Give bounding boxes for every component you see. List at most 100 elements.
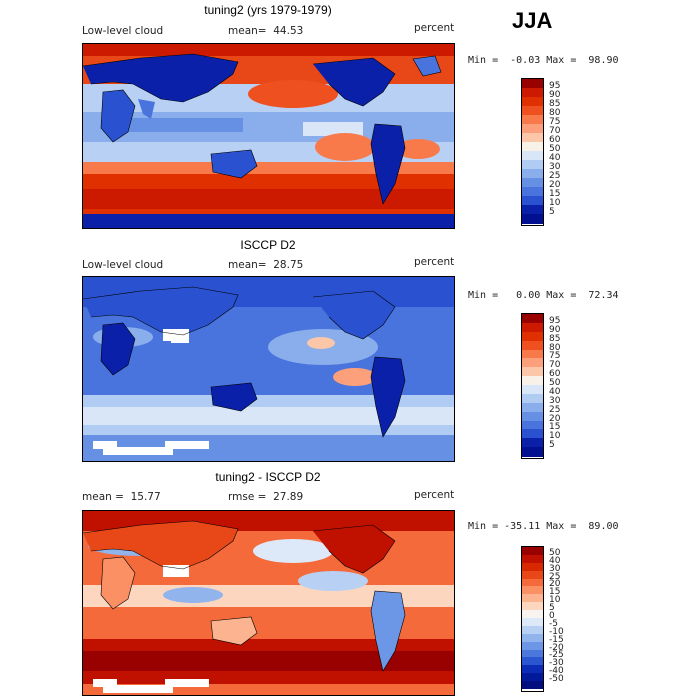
- colorbar-tick-label: 40: [549, 153, 561, 163]
- colorbar-swatch: [522, 618, 543, 627]
- colorbar-tick-label: 90: [549, 90, 561, 100]
- panel3-units-label: percent: [414, 489, 455, 501]
- colorbar-tick-label: 15: [549, 422, 561, 433]
- colorbar-tick-label: 25: [549, 571, 561, 582]
- colorbar-swatch: [522, 322, 543, 333]
- colorbar-swatch: [522, 562, 543, 572]
- colorbar-swatch: [522, 97, 543, 107]
- colorbar-swatch: [522, 115, 543, 125]
- panel3-map: [82, 510, 455, 696]
- colorbar-swatch: [522, 402, 543, 413]
- colorbar-tick-label: 5: [549, 207, 555, 217]
- colorbar-swatch: [522, 79, 543, 89]
- colorbar-swatch: [522, 547, 543, 556]
- colorbar-swatch: [522, 178, 543, 188]
- panel3-minmax-label: Min = -35.11 Max = 89.00: [468, 521, 619, 532]
- colorbar-tick-label: 85: [549, 99, 561, 109]
- colorbar-tick-label: 95: [549, 315, 561, 326]
- colorbar-swatch: [522, 438, 543, 448]
- colorbar-tick-label: -50: [549, 674, 564, 685]
- colorbar-swatch: [522, 594, 543, 603]
- colorbar-tick-label: 80: [549, 342, 561, 353]
- colorbar-tick-label: 25: [549, 171, 561, 181]
- colorbar-swatch: [522, 447, 543, 457]
- colorbar-tick-label: 20: [549, 413, 561, 424]
- colorbar-tick-label: 50: [549, 547, 561, 558]
- panel3-title: tuning2 - ISCCP D2: [215, 470, 321, 484]
- panel1-colorbar-ticks: 95 90 85 80 75 70 60 50 40 30 25 20 15 10 5: [549, 78, 589, 226]
- colorbar-tick-label: 15: [549, 587, 561, 598]
- colorbar-tick-label: -25: [549, 650, 564, 661]
- colorbar-swatch: [522, 358, 543, 368]
- colorbar-swatch: [522, 578, 543, 587]
- colorbar-swatch: [522, 665, 543, 674]
- panel1-map: [82, 43, 455, 229]
- colorbar-swatch: [522, 340, 543, 350]
- colorbar-swatch: [522, 133, 543, 143]
- season-label: JJA: [512, 8, 553, 33]
- colorbar-swatch: [522, 214, 543, 224]
- colorbar-tick-label: 75: [549, 117, 561, 127]
- panel1-units-label: percent: [414, 22, 455, 34]
- colorbar-swatch: [522, 681, 543, 690]
- colorbar-tick-label: 75: [549, 351, 561, 362]
- colorbar-tick-label: 5: [549, 440, 555, 451]
- colorbar-tick-label: 30: [549, 395, 561, 406]
- panel2-variable-label: Low-level cloud: [82, 259, 164, 271]
- colorbar-tick-label: 30: [549, 563, 561, 574]
- colorbar-tick-label: 30: [549, 162, 561, 172]
- colorbar-swatch: [522, 385, 543, 395]
- colorbar-tick-label: -30: [549, 658, 564, 669]
- colorbar-tick-label: 20: [549, 180, 561, 190]
- colorbar-tick-label: 50: [549, 144, 561, 154]
- panel2-minmax-label: Min = 0.00 Max = 72.34: [468, 290, 619, 301]
- colorbar-swatch: [522, 625, 543, 635]
- colorbar-swatch: [522, 602, 543, 611]
- colorbar-swatch: [522, 151, 543, 161]
- colorbar-tick-label: 25: [549, 404, 561, 415]
- panel3-map-plot: [83, 511, 454, 695]
- panel1-title: tuning2 (yrs 1979-1979): [204, 3, 332, 17]
- panel1-colorbar: [521, 78, 544, 226]
- colorbar-tick-label: -10: [549, 626, 564, 637]
- colorbar-tick-label: 20: [549, 579, 561, 590]
- panel2-mean-label: mean= 28.75: [228, 259, 304, 271]
- colorbar-tick-label: 60: [549, 369, 561, 380]
- colorbar-swatch: [522, 673, 543, 682]
- panel1-map-plot: [83, 44, 454, 228]
- colorbar-swatch: [522, 142, 543, 152]
- panel2-units-label: percent: [414, 256, 455, 268]
- colorbar-swatch: [522, 349, 543, 359]
- panel3-mean-label: mean = 15.77: [82, 491, 161, 503]
- panel1-mean-label: mean= 44.53: [228, 25, 304, 37]
- colorbar-swatch: [522, 393, 543, 404]
- colorbar-tick-label: 10: [549, 595, 561, 606]
- colorbar-tick-label: 0: [549, 611, 555, 621]
- colorbar-swatch: [522, 429, 543, 439]
- panel3-colorbar: [521, 546, 544, 692]
- colorbar-tick-label: 10: [549, 198, 561, 208]
- colorbar-swatch: [522, 610, 543, 619]
- colorbar-swatch: [522, 411, 543, 421]
- colorbar-swatch: [522, 649, 543, 658]
- colorbar-tick-label: 40: [549, 555, 561, 566]
- colorbar-swatch: [522, 187, 543, 197]
- panel3-rmse-label: rmse = 27.89: [228, 491, 304, 503]
- colorbar-swatch: [522, 657, 543, 666]
- colorbar-tick-label: 85: [549, 333, 561, 344]
- panel1-variable-label: Low-level cloud: [82, 25, 164, 37]
- colorbar-swatch: [522, 554, 543, 564]
- panel1-minmax-label: Min = -0.03 Max = 98.90: [468, 55, 619, 66]
- colorbar-tick-label: 40: [549, 386, 561, 397]
- colorbar-tick-label: 10: [549, 431, 561, 442]
- colorbar-swatch: [522, 420, 543, 430]
- colorbar-swatch: [522, 160, 543, 170]
- colorbar-swatch: [522, 124, 543, 134]
- colorbar-swatch: [522, 314, 543, 324]
- colorbar-tick-label: -5: [549, 618, 558, 629]
- colorbar-swatch: [522, 106, 543, 116]
- colorbar-swatch: [522, 196, 543, 206]
- colorbar-swatch: [522, 331, 543, 342]
- colorbar-swatch: [522, 205, 543, 215]
- colorbar-tick-label: -40: [549, 666, 564, 677]
